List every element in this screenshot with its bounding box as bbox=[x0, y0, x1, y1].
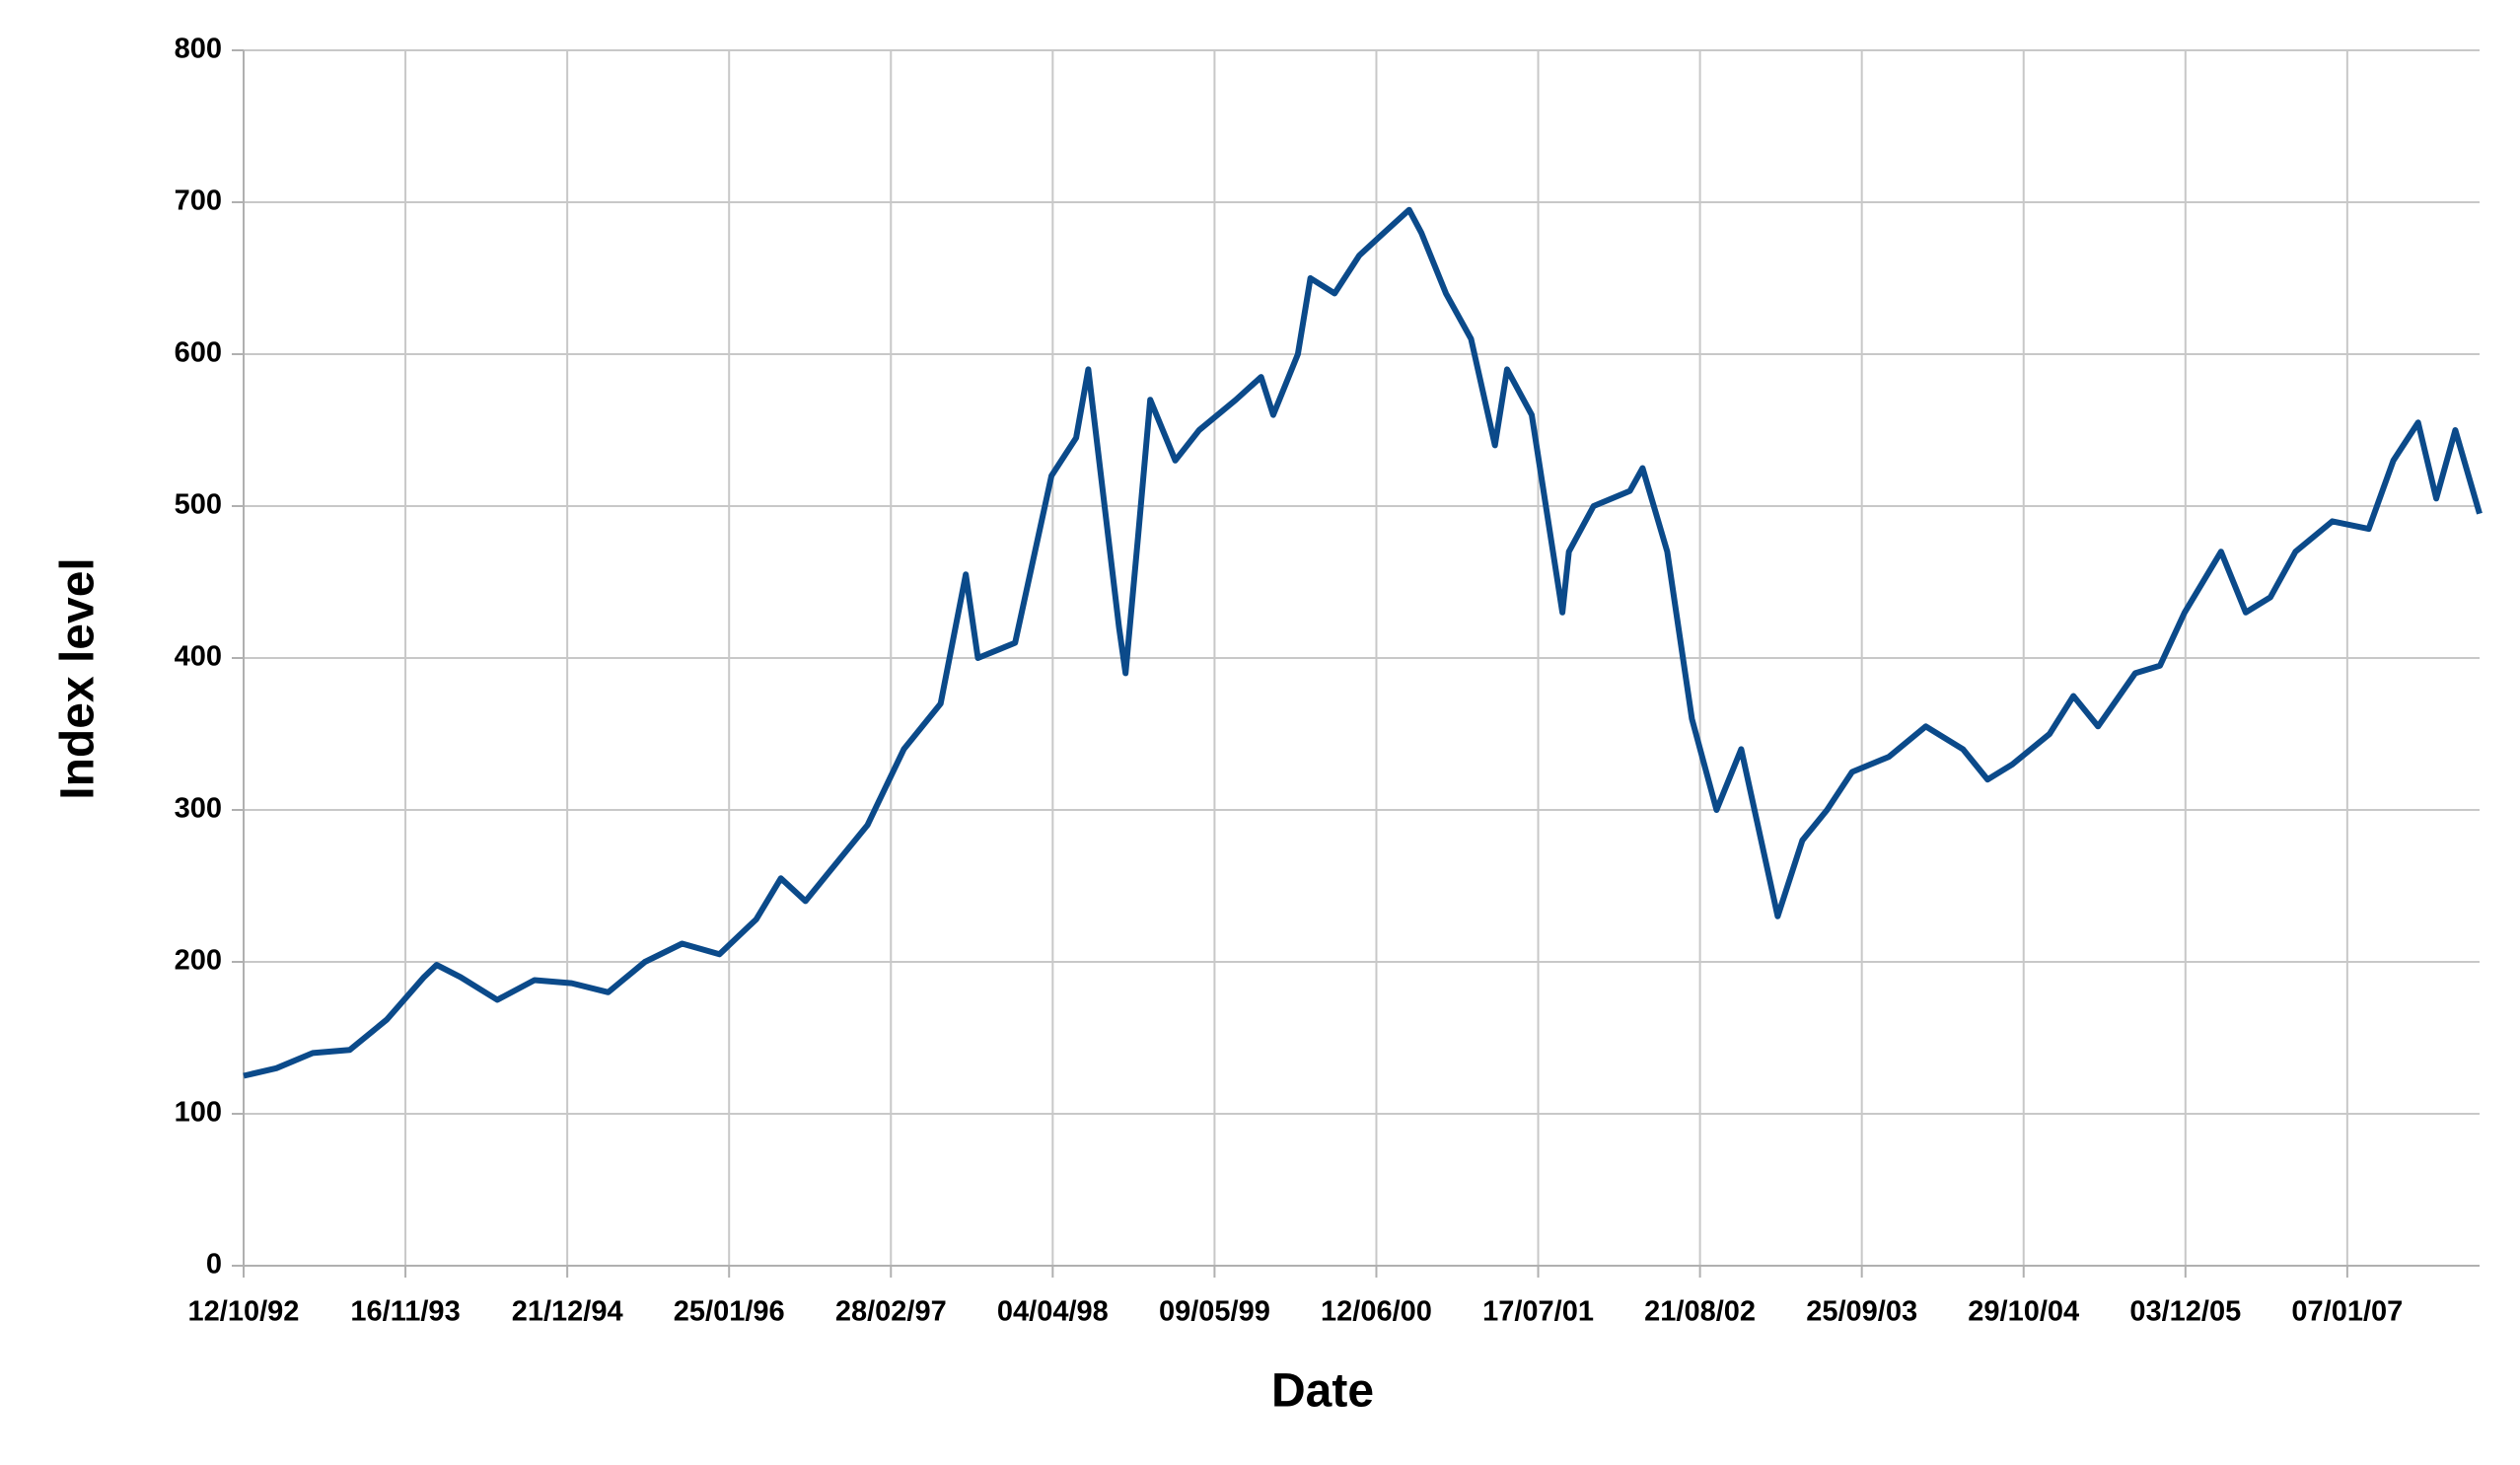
y-tick-label: 700 bbox=[175, 185, 222, 217]
x-tick-label: 07/01/07 bbox=[2291, 1296, 2403, 1328]
y-tick-label: 500 bbox=[175, 489, 222, 521]
x-tick-label: 12/10/92 bbox=[188, 1296, 300, 1328]
x-tick-label: 25/01/96 bbox=[674, 1296, 785, 1328]
y-tick-label: 300 bbox=[175, 793, 222, 825]
y-tick-label: 400 bbox=[175, 641, 222, 673]
y-tick-label: 600 bbox=[175, 337, 222, 369]
y-tick-label: 100 bbox=[175, 1097, 222, 1129]
x-tick-label: 29/10/04 bbox=[1968, 1296, 2079, 1328]
x-tick-label: 12/06/00 bbox=[1321, 1296, 1432, 1328]
x-tick-label: 03/12/05 bbox=[2129, 1296, 2241, 1328]
y-tick-label: 200 bbox=[175, 945, 222, 977]
y-axis-title: Index level bbox=[52, 557, 105, 799]
x-tick-label: 04/04/98 bbox=[997, 1296, 1109, 1328]
y-tick-label: 0 bbox=[206, 1249, 222, 1281]
x-tick-label: 21/08/02 bbox=[1644, 1296, 1756, 1328]
x-tick-label: 09/05/99 bbox=[1159, 1296, 1270, 1328]
data-line bbox=[243, 206, 2483, 1079]
x-tick-label: 16/11/93 bbox=[350, 1296, 460, 1328]
x-axis-title: Date bbox=[1271, 1365, 1374, 1418]
x-tick-label: 28/02/97 bbox=[835, 1296, 947, 1328]
x-tick-label: 21/12/94 bbox=[512, 1296, 623, 1328]
y-tick-label: 800 bbox=[175, 34, 222, 65]
x-tick-label: 17/07/01 bbox=[1482, 1296, 1594, 1328]
x-tick-label: 25/09/03 bbox=[1806, 1296, 1917, 1328]
